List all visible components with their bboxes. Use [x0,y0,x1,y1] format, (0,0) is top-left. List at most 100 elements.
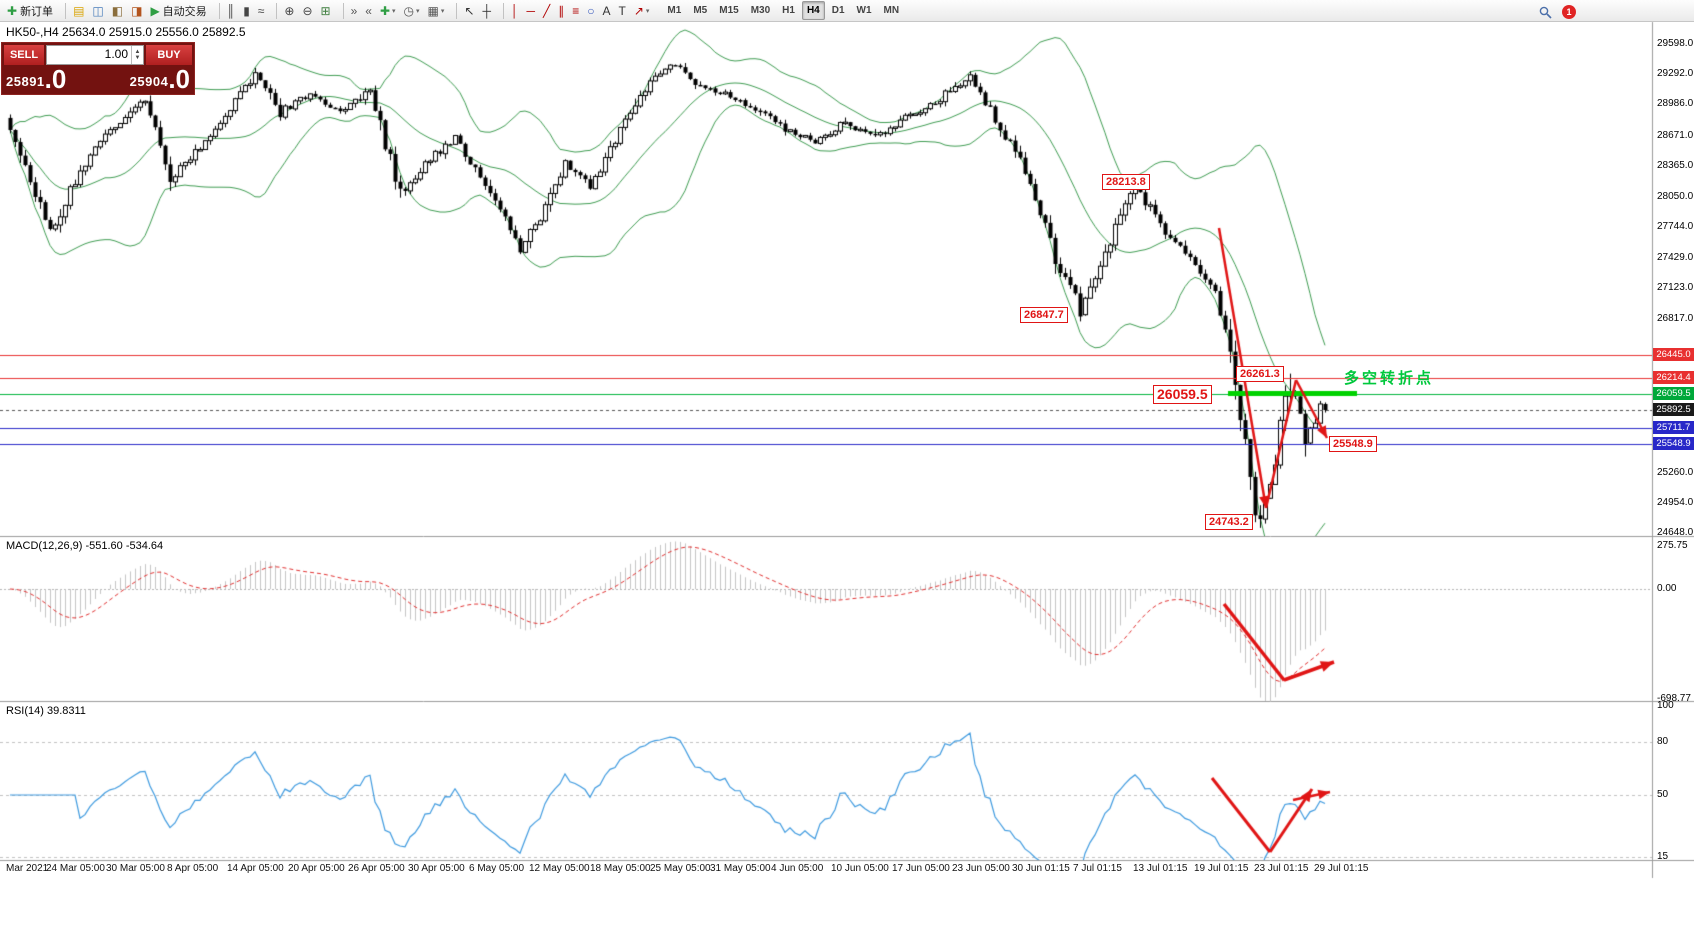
market-watch-button[interactable]: ▤ [70,2,87,20]
crosshair-button[interactable]: ┼ [479,2,494,20]
volume-input[interactable]: 1.00 [104,47,128,61]
price-axis-label: 28050.0 [1657,191,1694,202]
arrows-tool-button[interactable]: ↗ ▾ [631,2,653,20]
buy-price[interactable]: 25904 .0 [130,66,190,92]
time-axis-label: 30 Apr 05:00 [408,863,465,874]
price-annotation-label[interactable]: 26847.7 [1020,307,1068,323]
timeframe-m1[interactable]: M1 [667,5,682,16]
search-icon[interactable] [1536,3,1555,21]
periods-icon: ◷ [403,3,415,18]
fibonacci-icon: ≡ [572,3,580,18]
line-chart-button[interactable]: ≈ [255,2,268,20]
price-axis-label: 29292.0 [1657,68,1694,79]
navigator-button[interactable]: ◧ [109,2,126,20]
channel-icon: ∥ [558,3,565,18]
price-axis-label: 24648.0 [1657,527,1694,538]
order-buttons-row: SELL 1.00 ▲ ▼ BUY [4,45,192,65]
new-order-button[interactable]: ✚ 新订单 [4,2,56,20]
volume-down-icon[interactable]: ▼ [134,55,141,61]
candlestick-button[interactable]: ▮ [240,2,253,20]
sell-button[interactable]: SELL [4,45,44,65]
crosshair-icon: ┼ [482,3,491,18]
time-axis-label: 18 May 05:00 [590,863,651,874]
timeframe-w1[interactable]: W1 [856,5,872,16]
time-axis-label: 30 Jun 01:15 [1012,863,1070,874]
sell-price[interactable]: 25891 .0 [6,66,66,92]
price-annotation-label[interactable]: 28213.8 [1102,174,1150,190]
label-icon: T [618,3,626,18]
timeframe-h1[interactable]: H1 [782,5,795,16]
price-axis-label: 27744.0 [1657,221,1694,232]
cursor-button[interactable]: ↖ [461,2,477,20]
time-axis-label: 31 May 05:00 [710,863,771,874]
tile-windows-button[interactable]: ⊞ [318,2,334,20]
auto-trading-button[interactable]: ▶ 自动交易 [147,2,209,20]
chart-window-button[interactable]: ◫ [89,2,106,20]
ellipse-button[interactable]: ○ [584,2,597,20]
time-axis-label: 14 Apr 05:00 [227,863,284,874]
templates-button[interactable]: ▦ ▾ [425,2,448,20]
label-button[interactable]: T [616,2,629,20]
time-axis-label: 17 Jun 05:00 [892,863,950,874]
sell-price-frac: .0 [44,64,67,94]
annotation-note-text[interactable]: 多空转折点 [1344,370,1435,387]
terminal-button[interactable]: ◨ [128,2,145,20]
indicators-icon: ✚ [379,3,391,18]
toolbar-right-group: 1 [1535,3,1576,21]
fibonacci-button[interactable]: ≡ [569,2,582,20]
price-axis-label: 25260.0 [1657,467,1694,478]
trendline-button[interactable]: ╱ [540,2,553,20]
volume-stepper[interactable]: ▲ ▼ [131,46,143,64]
chart-shift-button[interactable]: « [362,2,375,20]
auto-scroll-button[interactable]: » [348,2,361,20]
bar-chart-button[interactable]: ║ [224,2,239,20]
text-button[interactable]: A [599,2,613,20]
buy-button[interactable]: BUY [146,45,192,65]
timeframe-d1[interactable]: D1 [831,5,845,16]
search-icon-glyph [1539,6,1552,19]
buy-price-main: 25904 [129,74,169,89]
timeframe-h4[interactable]: H4 [801,1,825,20]
price-annotation-label[interactable]: 25548.9 [1329,436,1377,452]
timeframe-mn[interactable]: MN [883,5,900,16]
price-annotation-label[interactable]: 26261.3 [1236,366,1284,382]
macd-axis-label: 0.00 [1657,583,1677,594]
auto-trading-icon: ▶ [150,3,160,18]
sell-price-main: 25891 [6,74,45,89]
time-axis-label: 7 Jul 01:15 [1073,863,1122,874]
text-icon: A [602,3,611,18]
time-axis-label: 20 Apr 05:00 [288,863,345,874]
zoom-in-button[interactable]: ⊕ [281,2,297,20]
channel-button[interactable]: ∥ [555,2,567,20]
time-axis-label: 30 Mar 05:00 [106,863,165,874]
rsi-axis-label: 15 [1657,851,1669,862]
notification-badge[interactable]: 1 [1562,5,1576,19]
time-axis-label: 13 Jul 01:15 [1133,863,1188,874]
indicators-button[interactable]: ✚ ▾ [377,2,399,20]
chevron-down-icon: ▾ [440,7,445,15]
market-watch-icon: ▤ [73,3,85,18]
time-axis-label: Mar 2021 [6,863,49,874]
periods-button[interactable]: ◷ ▾ [401,2,423,20]
volume-up-icon[interactable]: ▲ [134,49,141,55]
new-order-icon: ✚ [7,3,18,18]
macd-axis-label: -698.77 [1657,693,1691,704]
timeframe-m15[interactable]: M15 [719,5,739,16]
price-annotation-label[interactable]: 26059.5 [1153,385,1212,404]
vertical-line-button[interactable]: │ [508,2,522,20]
horizontal-line-button[interactable]: ─ [523,2,538,20]
zoom-out-button[interactable]: ⊖ [299,2,315,20]
timeframe-m30[interactable]: M30 [750,5,771,16]
toolbar-separator [498,2,504,19]
price-annotation-label[interactable]: 24743.2 [1205,514,1253,530]
navigator-icon: ◧ [111,3,124,18]
horizontal-line-icon: ─ [526,3,535,18]
price-axis-label: 27429.0 [1657,252,1694,263]
timeframe-m5[interactable]: M5 [693,5,708,16]
terminal-icon: ◨ [131,3,143,18]
timeframe-buttons-group: M1 M5 M15 M30 H1 H4 D1 W1 MN [661,1,905,20]
toolbar-separator [338,2,344,19]
price-axis-label: 28671.0 [1657,130,1694,141]
